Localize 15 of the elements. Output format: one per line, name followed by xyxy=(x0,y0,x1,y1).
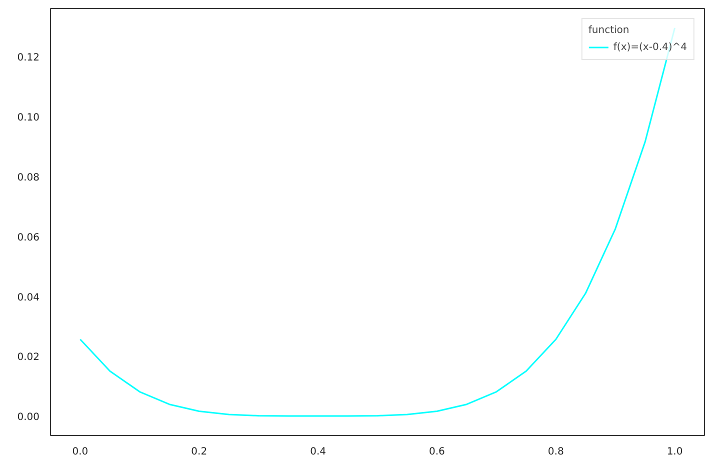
y-tick-label: 0.08 xyxy=(17,172,40,184)
legend-label: f(x)=(x-0.4)^4 xyxy=(613,41,687,53)
x-tick-label: 0.6 xyxy=(429,446,445,458)
y-tick-label: 0.00 xyxy=(17,412,40,424)
x-tick-label: 0.4 xyxy=(310,446,326,458)
y-tick-label: 0.06 xyxy=(17,232,40,244)
x-tick-label: 0.8 xyxy=(548,446,564,458)
y-tick-label: 0.02 xyxy=(17,352,40,364)
x-tick-label: 0.0 xyxy=(72,446,88,458)
x-tick-label: 0.2 xyxy=(191,446,208,458)
legend-title: function xyxy=(588,25,630,36)
y-tick-label: 0.12 xyxy=(17,52,40,64)
y-tick-label: 0.10 xyxy=(17,112,40,124)
x-tick-label: 1.0 xyxy=(666,446,683,458)
y-tick-label: 0.04 xyxy=(17,292,40,304)
